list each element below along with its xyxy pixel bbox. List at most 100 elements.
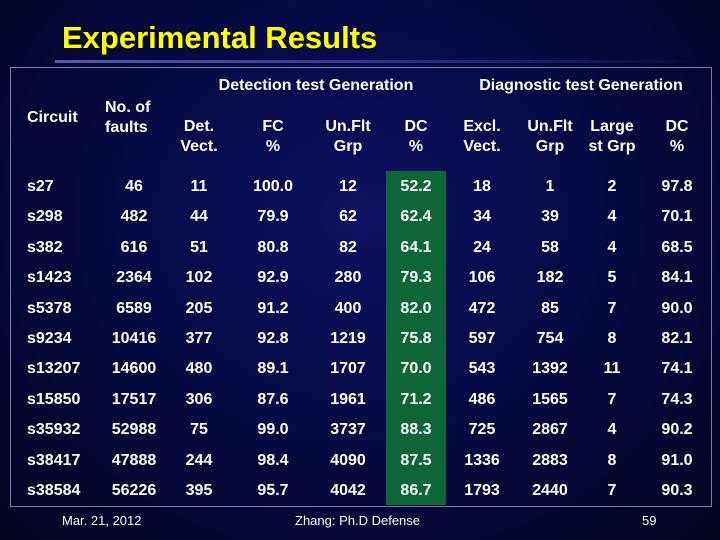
col-header-fc-line2: % [265,138,281,155]
cell-unflt-grp-diag: 85 [541,299,559,317]
cell-circuit: s5378 [27,299,72,317]
col-header-largest-grp-line2: st Grp [588,138,636,155]
cell-largest-grp: 4 [607,421,617,439]
cell-largest-grp: 8 [607,451,617,469]
cell-dc-diag: 90.0 [661,299,693,317]
cell-circuit: s9234 [27,330,72,347]
cell-unflt-grp-diag: 39 [541,208,559,226]
cell-faults: 47888 [111,451,157,469]
col-header-dc-line2: % [408,138,424,155]
cell-fc: 87.6 [257,390,289,408]
cell-faults: 482 [120,208,148,226]
cell-dc: 87.5 [400,451,432,469]
col-header-unflt-grp-line1: Un.Flt [325,118,371,135]
cell-dc: 52.2 [400,178,432,195]
cell-dc-diag: 90.2 [661,421,693,439]
col-header-fc-line1: FC [262,118,284,135]
col-header-unflt-grp-diag-line1: Un.Flt [527,118,573,135]
cell-faults: 52988 [111,421,157,439]
cell-dc: 71.2 [400,390,432,408]
cell-faults: 2364 [116,269,152,287]
cell-dc-diag: 74.1 [661,360,693,378]
cell-largest-grp: 7 [607,482,617,499]
cell-faults: 46 [125,178,143,195]
cell-unflt-grp: 280 [334,269,362,287]
cell-det-vect: 205 [185,299,213,317]
cell-dc: 86.7 [400,482,432,499]
cell-unflt-grp-diag: 2883 [532,451,568,469]
cell-dc-diag: 74.3 [661,390,693,408]
col-header-fc: FC % [243,117,303,157]
cell-excl-vect: 1793 [464,482,500,499]
col-header-largest-grp: Large st Grp [581,117,643,157]
diagnostic-group-header: Diagnostic test Generation [479,77,683,94]
col-header-faults: No. of faults [99,98,175,138]
cell-circuit: s38584 [27,482,81,499]
cell-dc-diag: 70.1 [661,208,693,226]
cell-det-vect: 51 [190,238,208,256]
cell-largest-grp: 11 [603,360,621,378]
cell-faults: 56226 [111,482,157,499]
cell-fc: 92.9 [257,269,289,287]
col-header-dc-diag-line2: % [669,138,685,155]
col-header-excl-vect-line2: Vect. [463,138,501,155]
cell-largest-grp: 5 [607,269,617,287]
cell-unflt-grp-diag: 2867 [532,421,568,439]
col-header-faults-line2: faults [105,119,148,136]
cell-excl-vect: 24 [473,238,491,256]
col-header-det-vect: Det. Vect. [173,117,225,157]
col-header-unflt-grp-diag: Un.Flt Grp [516,117,584,157]
cell-dc-diag: 97.8 [661,178,693,195]
cell-unflt-grp-diag: 754 [536,330,564,347]
cell-circuit: s35932 [27,421,81,439]
col-header-unflt-grp-line2: Grp [333,138,363,155]
cell-excl-vect: 486 [468,390,496,408]
cell-excl-vect: 106 [468,269,496,287]
cell-fc: 79.9 [257,208,289,226]
cell-fc: 98.4 [257,451,289,469]
cell-unflt-grp: 1961 [330,390,366,408]
cell-largest-grp: 7 [607,299,617,317]
cell-unflt-grp: 12 [339,178,357,195]
dc-column-highlight [386,171,446,505]
cell-excl-vect: 1336 [464,451,500,469]
col-header-det-vect-line1: Det. [183,118,215,135]
cell-fc: 92.8 [257,330,289,347]
cell-dc: 75.8 [400,330,432,347]
cell-circuit: s382 [27,238,63,256]
cell-det-vect: 44 [190,208,208,226]
cell-excl-vect: 597 [468,330,496,347]
cell-excl-vect: 725 [468,421,496,439]
col-header-dc-diag-line1: DC [665,118,689,135]
cell-unflt-grp: 4042 [330,482,366,499]
cell-largest-grp: 7 [607,390,617,408]
footer-title: Zhang: Ph.D Defense [295,513,421,528]
cell-faults: 616 [120,238,148,256]
cell-det-vect: 11 [190,178,208,195]
footer-page-number: 59 [642,513,657,528]
col-header-faults-line1: No. of [105,99,151,116]
cell-fc: 99.0 [257,421,289,439]
cell-unflt-grp-diag: 2440 [532,482,568,499]
cell-dc-diag: 68.5 [661,238,693,256]
cell-circuit: s1423 [27,269,72,287]
cell-circuit: s13207 [27,360,81,378]
results-table: Detection test Generation Diagnostic tes… [10,67,712,507]
cell-unflt-grp: 1707 [330,360,366,378]
cell-unflt-grp-diag: 1392 [532,360,568,378]
detection-group-header: Detection test Generation [218,77,414,94]
cell-unflt-grp: 62 [339,208,357,226]
cell-unflt-grp-diag: 58 [541,238,559,256]
cell-unflt-grp: 400 [334,299,362,317]
col-header-excl-vect: Excl. Vect. [451,117,513,157]
cell-det-vect: 244 [185,451,213,469]
cell-fc: 91.2 [257,299,289,317]
cell-dc: 88.3 [400,421,432,439]
col-header-det-vect-line2: Vect. [180,138,218,155]
col-header-circuit: Circuit [27,109,78,126]
title-underline [55,60,695,63]
cell-faults: 14600 [111,360,157,378]
cell-excl-vect: 34 [473,208,491,226]
cell-fc: 100.0 [252,178,294,195]
cell-faults: 17517 [111,390,157,408]
